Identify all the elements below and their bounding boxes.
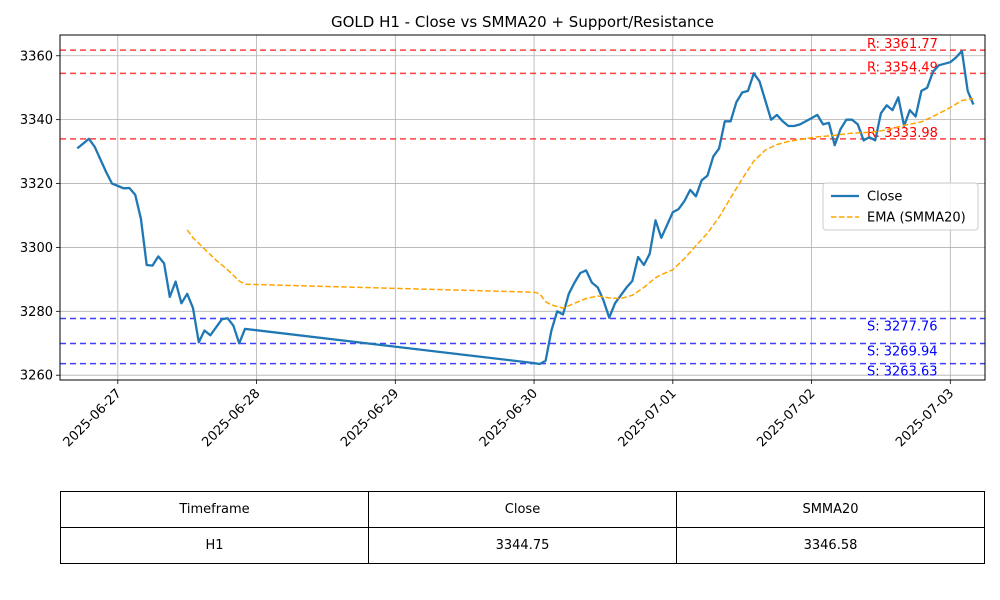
table-cell-close: 3344.75: [368, 527, 677, 564]
legend-label: Close: [867, 190, 902, 205]
plot-frame: [59, 34, 986, 381]
y-tick-label: 3340: [20, 113, 53, 128]
y-tick-label: 3320: [20, 177, 53, 192]
support-label: S: 3269.94: [867, 344, 938, 359]
x-tick-label: 2025-06-29: [338, 386, 402, 450]
resistance-label: R: 3333.98: [867, 126, 938, 141]
x-tick-label: 2025-06-30: [477, 386, 541, 450]
x-tick-label: 2025-07-02: [754, 386, 818, 450]
legend-label: EMA (SMMA20): [867, 211, 966, 226]
table-header-row: Timeframe Close SMMA20: [60, 491, 985, 528]
x-tick-label: 2025-06-27: [61, 386, 125, 450]
x-tick-label: 2025-07-03: [893, 386, 957, 450]
support-label: S: 3263.63: [867, 365, 938, 380]
chart-title: GOLD H1 - Close vs SMMA20 + Support/Resi…: [331, 13, 714, 31]
close-series-line: [76, 49, 975, 366]
table-header-smma20: SMMA20: [676, 491, 985, 528]
x-tick-label: 2025-07-01: [616, 386, 680, 450]
x-tick-label: 2025-06-28: [199, 386, 263, 450]
smma20-series-line: [186, 97, 974, 309]
table-cell-timeframe: H1: [60, 527, 369, 564]
summary-table: Timeframe Close SMMA20 H1 3344.75 3346.5…: [60, 491, 985, 564]
legend-box: [822, 182, 979, 231]
support-label: S: 3277.76: [867, 319, 938, 334]
table-header-timeframe: Timeframe: [60, 491, 369, 528]
table-cell-smma20: 3346.58: [676, 527, 985, 564]
y-tick-label: 3260: [20, 369, 53, 384]
table-row: H1 3344.75 3346.58: [60, 527, 985, 564]
y-tick-label: 3300: [20, 241, 53, 256]
y-tick-label: 3360: [20, 49, 53, 64]
y-tick-label: 3280: [20, 305, 53, 320]
resistance-label: R: 3361.77: [867, 37, 938, 52]
resistance-label: R: 3354.49: [867, 60, 938, 75]
chart-svg: GOLD H1 - Close vs SMMA20 + Support/Resi…: [20, 13, 986, 450]
table-header-close: Close: [368, 491, 677, 528]
